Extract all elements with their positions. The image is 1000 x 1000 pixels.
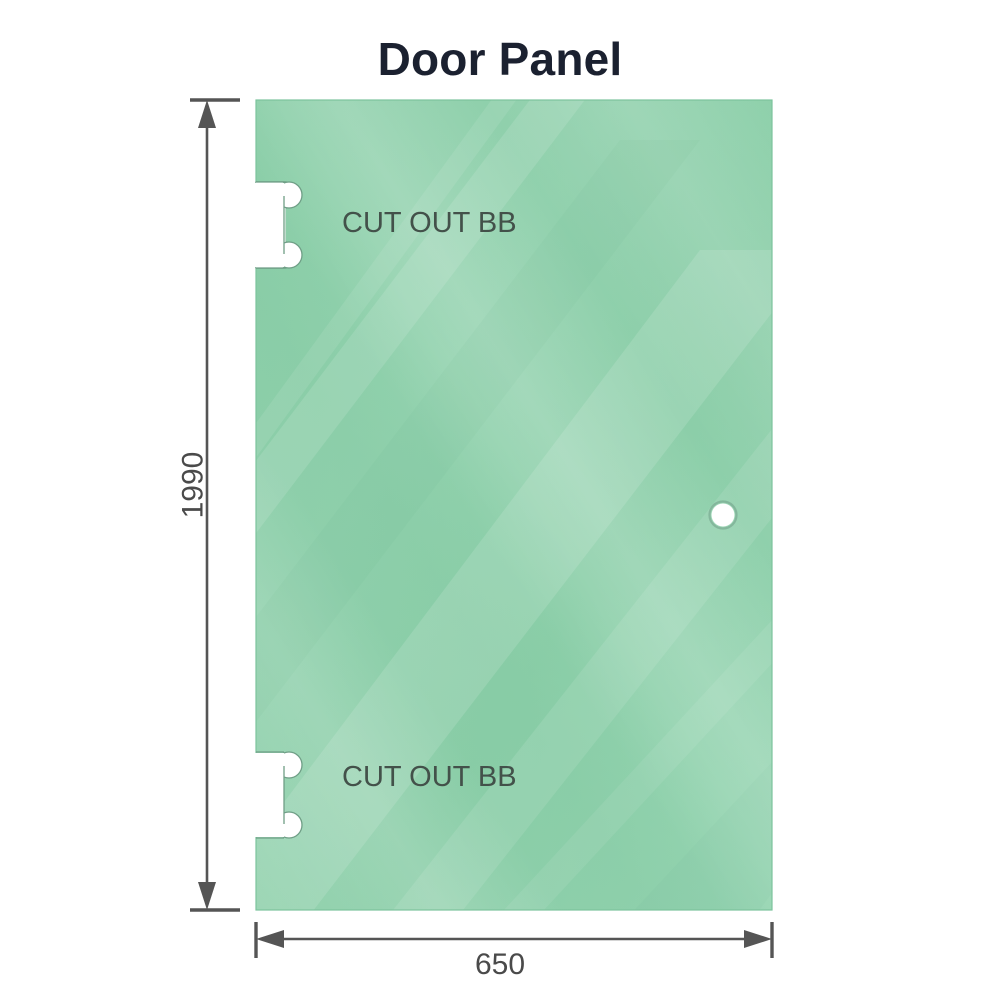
height-dimension-label: 1990 bbox=[176, 451, 210, 519]
cutout-top[interactable] bbox=[254, 181, 303, 269]
panel-shade bbox=[256, 100, 772, 910]
cutout-bottom-clean bbox=[254, 753, 284, 837]
width-arrow-left bbox=[256, 930, 284, 948]
cutout-bottom-label: CUT OUT BB bbox=[342, 761, 517, 793]
glass-panel bbox=[255, 99, 773, 911]
panel-border bbox=[255, 99, 773, 911]
width-dimension-label: 650 bbox=[474, 948, 526, 981]
dimension-width bbox=[254, 922, 774, 958]
dimension-height bbox=[190, 98, 240, 912]
cutout-top-clean bbox=[254, 183, 284, 267]
height-arrow-up bbox=[198, 100, 216, 128]
handle-hole-bore bbox=[711, 503, 735, 527]
page-title: Door Panel bbox=[377, 33, 623, 85]
width-arrow-right bbox=[744, 930, 772, 948]
handle-hole[interactable] bbox=[708, 500, 738, 530]
handle-hole-ring bbox=[708, 500, 738, 530]
cutout-bottom[interactable] bbox=[254, 751, 303, 839]
height-arrow-down bbox=[198, 882, 216, 910]
cutout-top-label: CUT OUT BB bbox=[342, 207, 517, 239]
panel-highlight-bands bbox=[256, 100, 772, 910]
